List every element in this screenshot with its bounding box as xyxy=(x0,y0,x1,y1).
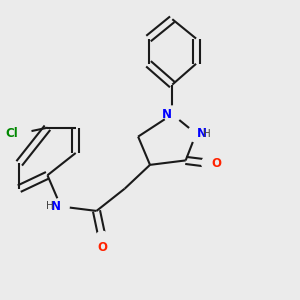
Text: N: N xyxy=(197,127,207,140)
Circle shape xyxy=(95,231,110,247)
Circle shape xyxy=(188,125,204,142)
Text: N: N xyxy=(162,108,172,121)
Circle shape xyxy=(52,198,69,215)
Text: Cl: Cl xyxy=(5,127,18,140)
Text: O: O xyxy=(98,241,107,254)
Circle shape xyxy=(202,156,217,171)
Text: H: H xyxy=(203,129,211,139)
Text: H: H xyxy=(46,202,53,212)
Circle shape xyxy=(164,106,181,123)
Text: O: O xyxy=(211,157,221,170)
Circle shape xyxy=(7,122,31,146)
Text: N: N xyxy=(51,200,61,213)
